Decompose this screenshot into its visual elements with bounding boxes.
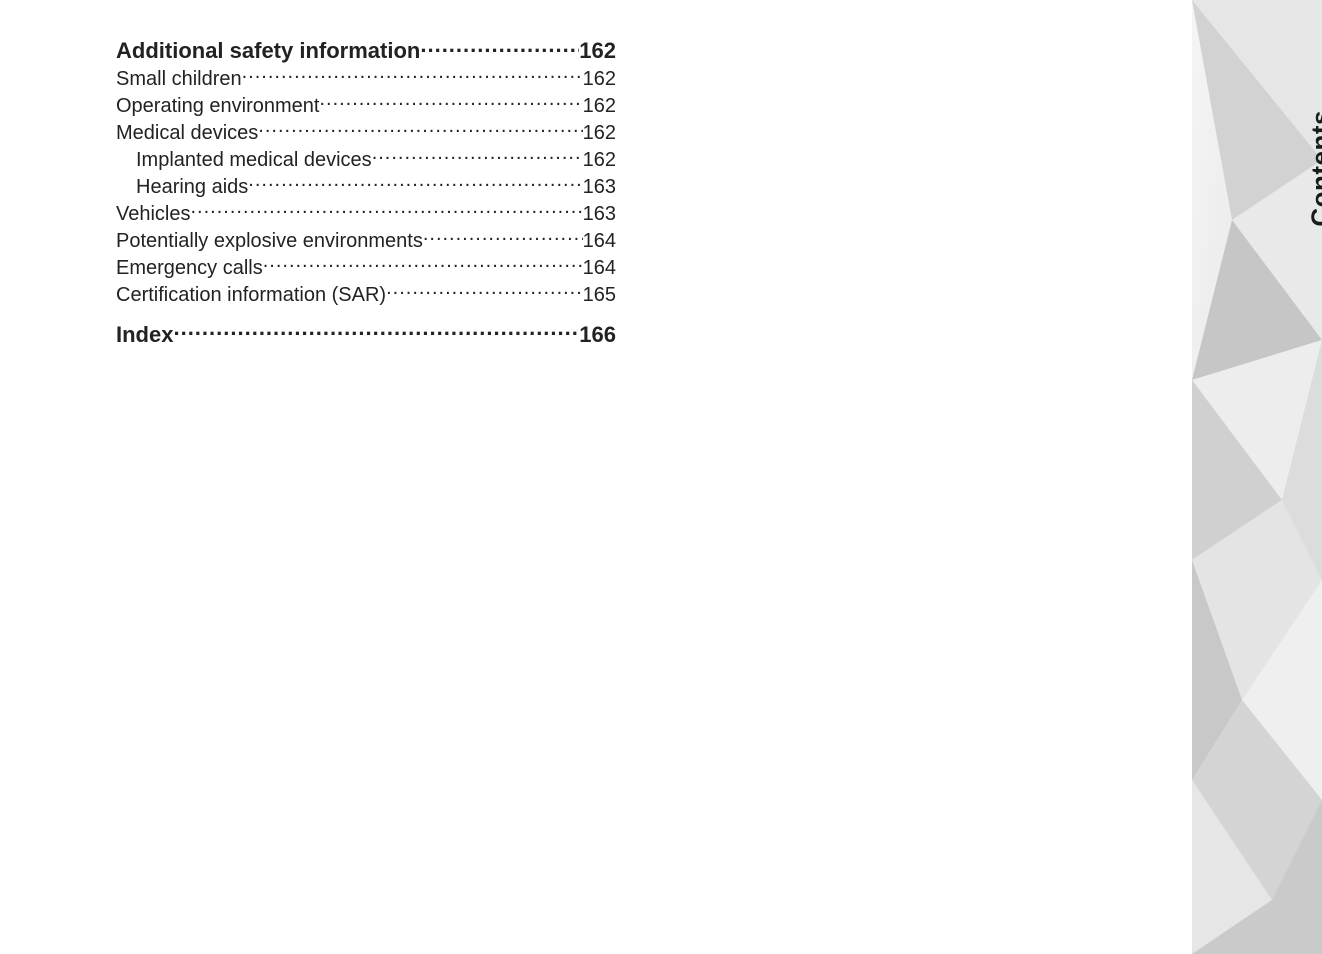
toc-entry-title: Potentially explosive environments: [116, 228, 423, 254]
toc-entry-title: Index: [116, 321, 173, 349]
toc-entry-leader: [191, 200, 583, 220]
toc-entry-title: Medical devices: [116, 120, 258, 146]
toc-entry-page: 163: [583, 174, 616, 200]
toc-entry-page: 162: [583, 93, 616, 119]
toc-entry[interactable]: Medical devices 162: [116, 119, 616, 146]
toc-entry[interactable]: Additional safety information 162: [116, 36, 616, 65]
side-tab: Contents: [1192, 0, 1322, 954]
toc-entry[interactable]: Vehicles 163: [116, 200, 616, 227]
toc-entry-title: Certification information (SAR): [116, 282, 386, 308]
toc-entry-page: 162: [583, 66, 616, 92]
toc-entry-leader: [423, 227, 583, 247]
toc-entry-title: Small children: [116, 66, 242, 92]
toc-entry-title: Emergency calls: [116, 255, 263, 281]
toc-entry-page: 165: [583, 282, 616, 308]
toc-entry[interactable]: Operating environment 162: [116, 92, 616, 119]
toc-entry[interactable]: Index 166: [116, 320, 616, 349]
toc-entry-page: 162: [579, 37, 616, 65]
toc-entry-title: Vehicles: [116, 201, 191, 227]
toc-entry-leader: [173, 320, 579, 342]
side-tab-label: Contents: [1306, 110, 1322, 227]
toc-entry[interactable]: Potentially explosive environments 164: [116, 227, 616, 254]
toc-entry-title: Operating environment: [116, 93, 319, 119]
toc-entry[interactable]: Implanted medical devices 162: [116, 146, 616, 173]
toc-entry-page: 166: [579, 321, 616, 349]
toc-entry-title: Additional safety information: [116, 37, 420, 65]
toc-entry-page: 164: [583, 228, 616, 254]
toc-entry-page: 162: [583, 120, 616, 146]
toc-entry-leader: [386, 281, 583, 301]
toc-entry-title: Implanted medical devices: [136, 147, 372, 173]
toc-entry-page: 163: [583, 201, 616, 227]
toc-entry[interactable]: Small children 162: [116, 65, 616, 92]
toc-entry-leader: [319, 92, 582, 112]
toc-entry-leader: [372, 146, 583, 166]
toc-entry[interactable]: Certification information (SAR) 165: [116, 281, 616, 308]
toc-column: Additional safety information162Small ch…: [116, 36, 616, 348]
toc-entry-leader: [242, 65, 583, 85]
toc-entry[interactable]: Emergency calls 164: [116, 254, 616, 281]
toc-entry-leader: [248, 173, 582, 193]
toc-entry-leader: [420, 36, 579, 58]
toc-entry-leader: [258, 119, 582, 139]
toc-entry-title: Hearing aids: [136, 174, 248, 200]
toc-entry-leader: [263, 254, 583, 274]
toc-entry-page: 162: [583, 147, 616, 173]
side-tab-background: [1192, 0, 1322, 954]
toc-entry-page: 164: [583, 255, 616, 281]
toc-entry[interactable]: Hearing aids 163: [116, 173, 616, 200]
